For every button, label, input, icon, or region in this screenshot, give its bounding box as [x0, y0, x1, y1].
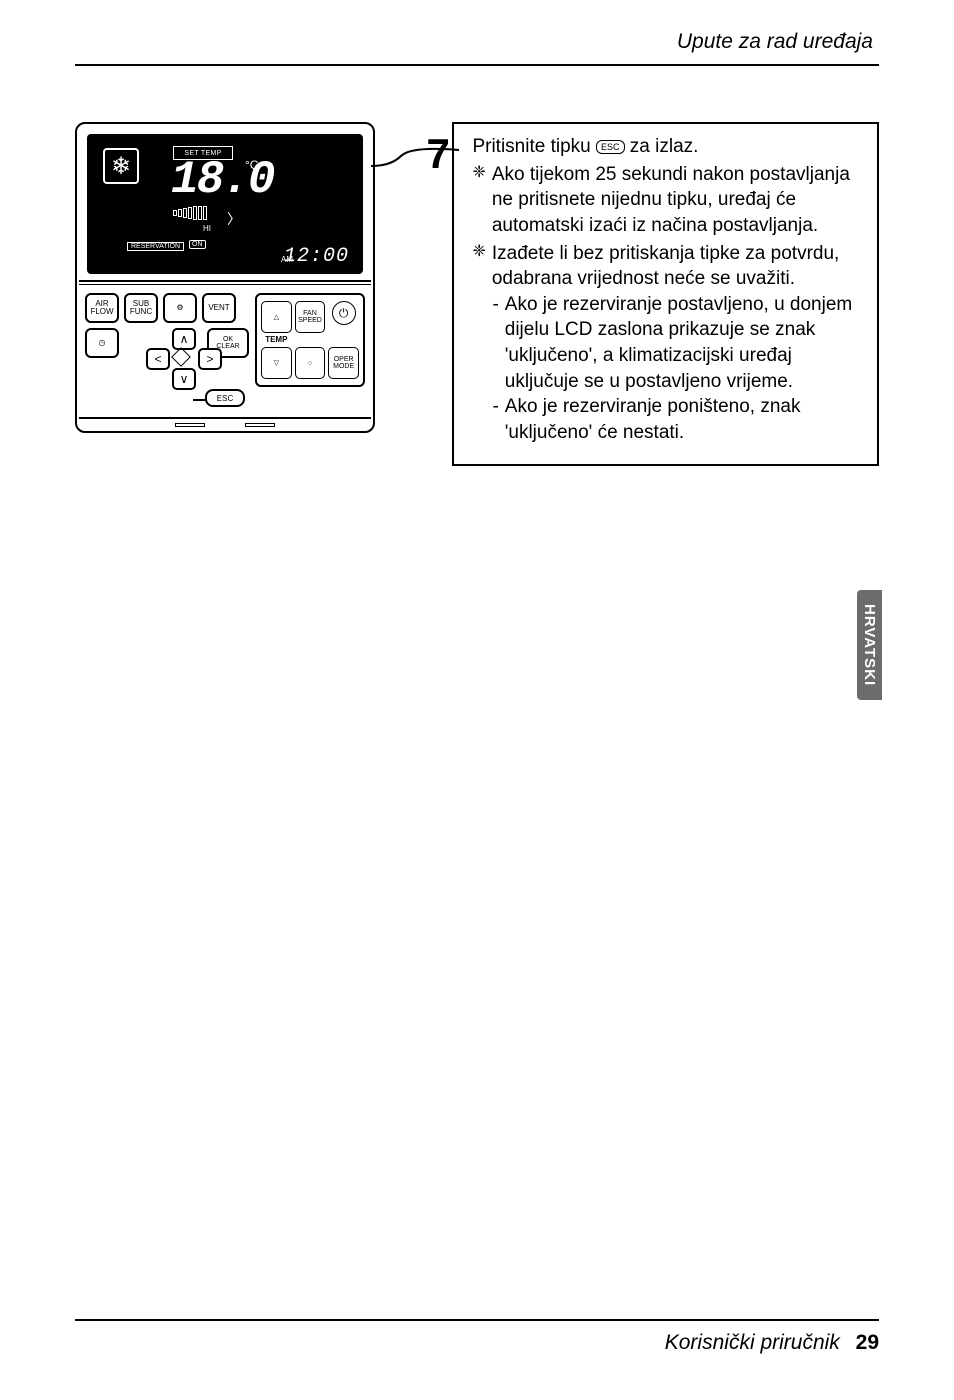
timer-button[interactable]: ◷ — [85, 328, 119, 358]
nav-up-button[interactable]: ∧ — [172, 328, 196, 350]
temp-up-button[interactable]: △ — [261, 301, 292, 333]
sub-bullet-1: Ako je rezerviranje postavljeno, u donje… — [505, 292, 863, 395]
power-button[interactable]: ⏻ — [332, 301, 356, 325]
clock-value: 12:00 — [284, 245, 349, 268]
header-rule — [75, 64, 879, 66]
fan-speed-button[interactable]: FANSPEED — [295, 301, 326, 333]
footer-rule — [75, 1319, 879, 1321]
snowflake-bullet-icon: ❈ — [472, 162, 485, 239]
snowflake-bullet-icon: ❈ — [472, 241, 485, 292]
bullet-1: Ako tijekom 25 sekundi nakon postavljanj… — [492, 162, 863, 239]
nav-down-button[interactable]: ∨ — [172, 368, 196, 390]
lcd-screen: ❄ SET TEMP 18.0 °C 〉 HI RESERVATION ON A… — [87, 134, 363, 274]
step-main-line: Pritisnite tipku ESC za izlaz. — [472, 134, 863, 160]
fan-level-label: HI — [203, 224, 211, 233]
oper-mode-button[interactable]: OPERMODE — [328, 347, 359, 379]
nav-right-button[interactable]: > — [198, 348, 222, 370]
home-icon — [174, 350, 188, 364]
dash-icon: - — [492, 394, 498, 445]
step-main-a: Pritisnite tipku — [472, 136, 590, 157]
nav-pad: ∧ < > ∨ — [124, 328, 202, 384]
bullet-2: Izađete li bez pritiskanja tipke za potv… — [492, 241, 863, 292]
dash-icon: - — [492, 292, 498, 395]
step-number: 7 — [426, 126, 449, 183]
nav-left-button[interactable]: < — [146, 348, 170, 370]
esc-button[interactable]: ESC — [205, 389, 245, 407]
settings-button[interactable]: ⚙ — [163, 293, 197, 323]
esc-inline-icon: ESC — [596, 140, 625, 154]
reservation-label: RESERVATION — [127, 242, 184, 251]
page-header-title: Upute za rad uređaja — [75, 30, 879, 60]
mode-cool-icon: ❄ — [103, 148, 139, 184]
temp-down-button[interactable]: ▽ — [261, 347, 292, 379]
fan-arrow-icon: 〉 — [227, 209, 241, 229]
sub-func-button[interactable]: SUBFUNC — [124, 293, 158, 323]
on-indicator: ON — [189, 240, 206, 249]
temperature-unit: °C — [245, 158, 258, 172]
language-side-tab: HRVATSKI — [857, 590, 882, 700]
sub-bullet-2: Ako je rezerviranje poništeno, znak 'ukl… — [505, 394, 863, 445]
step-main-b: za izlaz. — [630, 136, 699, 157]
page-footer: Korisnički priručnik 29 — [75, 1331, 879, 1355]
hold-button[interactable]: ○ — [295, 347, 326, 379]
page-number: 29 — [846, 1331, 879, 1354]
remote-device-illustration: ❄ SET TEMP 18.0 °C 〉 HI RESERVATION ON A… — [75, 122, 375, 433]
fan-bars-icon — [173, 206, 207, 220]
instruction-step-box: 7 Pritisnite tipku ESC za izlaz. ❈ Ako t… — [452, 122, 879, 466]
right-button-panel: △ FANSPEED ⏻ TEMP ▽ ○ OPERMODE — [255, 293, 365, 387]
vent-button[interactable]: VENT — [202, 293, 236, 323]
temp-label: TEMP — [261, 336, 292, 344]
footer-label: Korisnički priručnik — [665, 1331, 840, 1354]
device-foot — [79, 417, 371, 431]
air-flow-button[interactable]: AIRFLOW — [85, 293, 119, 323]
